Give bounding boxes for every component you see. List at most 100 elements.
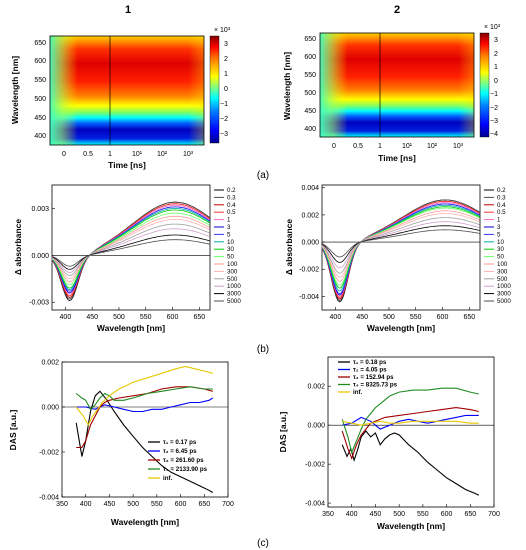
heatmap-2-cbar-tick: 2 bbox=[494, 51, 498, 58]
y-tick-label: -0.004 bbox=[39, 495, 59, 502]
heatmap-2-colorbar bbox=[479, 32, 490, 138]
heatmap-2-xtick: 1 bbox=[378, 143, 382, 150]
spectra-2-legend: 0.20.30.40.51351030501003005001000300050… bbox=[484, 187, 511, 305]
legend-label: 100 bbox=[497, 261, 508, 268]
legend-label: 3000 bbox=[497, 291, 511, 298]
legend-label: 5000 bbox=[497, 298, 511, 305]
legend-label: 3 bbox=[497, 224, 501, 231]
x-tick-label: 450 bbox=[104, 501, 116, 508]
spectrum-line bbox=[51, 219, 210, 280]
legend-label: 5 bbox=[227, 231, 231, 238]
spectrum-line bbox=[321, 203, 480, 295]
spectrum-line bbox=[51, 234, 210, 270]
heatmap-2-cbar-tick: 0 bbox=[494, 78, 498, 85]
heatmap-1-xtick: 10² bbox=[157, 151, 168, 158]
legend-label: 500 bbox=[497, 276, 508, 283]
spectrum-line bbox=[51, 228, 210, 273]
x-tick-label: 700 bbox=[488, 511, 500, 518]
legend-label: 100 bbox=[227, 261, 238, 268]
heatmap-1-colorbar-label: × 10³ bbox=[214, 27, 231, 34]
das-series-line bbox=[341, 430, 480, 496]
das-series-line bbox=[75, 386, 213, 411]
heatmap-2-xtick: 10³ bbox=[453, 143, 464, 150]
heatmap-2-xtick: 0.5 bbox=[353, 143, 363, 150]
x-tick-label: 600 bbox=[441, 511, 453, 518]
legend-label: 50 bbox=[497, 254, 504, 261]
legend-label: 3000 bbox=[227, 291, 241, 298]
heatmap-2-ytick: 650 bbox=[304, 36, 316, 43]
spectra-2-ylabel: Δ absorbance bbox=[284, 219, 294, 275]
spectra-1-ylabel: Δ absorbance bbox=[13, 219, 23, 275]
heatmap-1-xtick: 0.5 bbox=[83, 151, 93, 158]
das-series-line bbox=[76, 386, 213, 449]
panel-label-a: (a) bbox=[257, 170, 269, 181]
legend-label: 0.3 bbox=[227, 194, 236, 201]
legend-label: 0.2 bbox=[227, 187, 236, 194]
y-tick-label: 0.000 bbox=[307, 423, 325, 430]
legend-label: 10 bbox=[497, 239, 504, 246]
legend-label: 5000 bbox=[227, 298, 241, 305]
spectrum-line bbox=[51, 212, 210, 286]
x-tick-label: 550 bbox=[410, 314, 422, 321]
heatmap-2-xlabel: Time [ns] bbox=[378, 153, 416, 163]
heatmap-2-ytick: 500 bbox=[304, 90, 316, 97]
y-tick-label: 0.000 bbox=[41, 405, 59, 412]
heatmap-2-ytick: 450 bbox=[304, 108, 316, 115]
heatmap-2-cbar-tick: −4 bbox=[490, 131, 498, 138]
x-tick-label: 450 bbox=[86, 314, 98, 321]
y-tick-label: -0.003 bbox=[29, 300, 49, 307]
heatmap-1-colorbar bbox=[209, 35, 220, 144]
legend-label: inf. bbox=[163, 475, 173, 482]
heatmap-2-frame bbox=[319, 32, 475, 138]
legend-label: 300 bbox=[227, 268, 238, 275]
legend-label: 1000 bbox=[227, 283, 241, 290]
heatmap-2-colorbar-label: × 10³ bbox=[484, 24, 501, 31]
x-tick-label: 450 bbox=[370, 511, 382, 518]
heatmap-2-overlay bbox=[320, 33, 474, 137]
heatmap-1-xtick: 10¹ bbox=[132, 151, 143, 158]
heatmap-1-ytick: 650 bbox=[34, 40, 46, 47]
spectra-1-lines bbox=[51, 201, 210, 302]
y-tick-label: 0.002 bbox=[41, 360, 59, 367]
spectrum-line bbox=[321, 205, 480, 292]
heatmap-2-ytick: 400 bbox=[304, 126, 316, 133]
x-tick-label: 600 bbox=[167, 314, 179, 321]
legend-label: τ₂ = 4.05 ps bbox=[353, 367, 387, 374]
legend-label: 1000 bbox=[497, 283, 511, 290]
heatmap-1-cbar-tick: 2 bbox=[224, 56, 228, 63]
das-1-frame bbox=[61, 361, 229, 498]
heatmap-1-cbar-tick: 1 bbox=[224, 71, 228, 78]
y-tick-label: -0.002 bbox=[299, 267, 319, 274]
das-series-line bbox=[75, 365, 213, 427]
x-tick-label: 450 bbox=[356, 314, 368, 321]
heatmap-2-cbar-tick: 3 bbox=[494, 37, 498, 44]
legend-label: τ₄ = 2133.90 ps bbox=[163, 466, 208, 473]
heatmap-1-xtick: 0 bbox=[62, 151, 66, 158]
spectra-2-lines bbox=[321, 199, 480, 303]
legend-label: 5 bbox=[497, 231, 501, 238]
legend-label: 0.2 bbox=[497, 187, 506, 194]
spectrum-line bbox=[321, 217, 480, 274]
title-1: 1 bbox=[125, 4, 131, 16]
legend-label: 30 bbox=[497, 246, 504, 253]
heatmap-2: Wavelength [nm] Time [ns] 650 600 550 50… bbox=[282, 24, 501, 163]
heatmap-1-ytick: 600 bbox=[34, 58, 46, 65]
heatmap-1-cbar-tick: 3 bbox=[224, 41, 228, 48]
heatmap-2-cbar-tick: 1 bbox=[494, 64, 498, 71]
spectrum-line bbox=[321, 229, 480, 258]
spectra-1: 0.20.30.40.51351030501003005001000300050… bbox=[13, 184, 241, 333]
x-tick-label: 700 bbox=[222, 501, 234, 508]
y-tick-label: -0.002 bbox=[39, 450, 59, 457]
legend-label: τ₁ = 0.17 ps bbox=[163, 439, 197, 446]
spectrum-line bbox=[321, 221, 480, 269]
legend-label: 0.5 bbox=[497, 209, 506, 216]
panel-label-c: (c) bbox=[257, 538, 269, 549]
heatmap-2-cbar-tick: −2 bbox=[490, 105, 498, 112]
heatmap-2-xtick: 0 bbox=[332, 143, 336, 150]
heatmap-1-xlabel: Time [ns] bbox=[108, 160, 146, 170]
x-tick-label: 650 bbox=[464, 511, 476, 518]
das-series-line bbox=[75, 390, 214, 493]
x-tick-label: 400 bbox=[60, 314, 72, 321]
panel-label-b: (b) bbox=[257, 344, 269, 355]
